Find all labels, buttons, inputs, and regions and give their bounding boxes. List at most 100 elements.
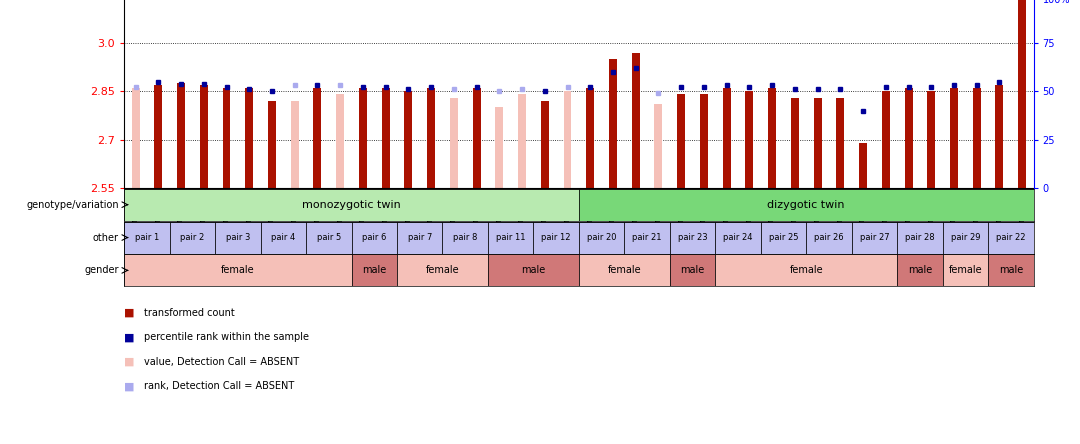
Text: pair 20: pair 20 [586,233,617,242]
Text: rank, Detection Call = ABSENT: rank, Detection Call = ABSENT [144,381,294,391]
Bar [670,222,715,254]
Bar [715,222,760,254]
Bar [564,91,571,188]
Bar [700,95,707,188]
Text: ■: ■ [124,333,135,342]
Bar [836,98,845,188]
Text: female: female [789,266,823,275]
Bar [336,95,345,188]
Text: pair 29: pair 29 [950,233,981,242]
Bar [541,101,549,188]
Bar [306,222,352,254]
Bar [579,222,624,254]
Bar [397,222,443,254]
Text: transformed count: transformed count [144,308,234,318]
Bar [881,91,890,188]
Bar [806,222,852,254]
Bar [624,222,670,254]
Bar [488,222,534,254]
Bar [988,254,1034,286]
Text: pair 1: pair 1 [135,233,159,242]
Text: 100%: 100% [1042,0,1070,5]
Text: pair 5: pair 5 [316,233,341,242]
Bar [745,91,754,188]
Bar [359,88,367,188]
Bar [177,83,185,188]
Text: genotype/variation: genotype/variation [26,200,119,210]
Text: pair 22: pair 22 [996,233,1026,242]
Bar [586,88,594,188]
Bar [170,222,215,254]
Text: pair 6: pair 6 [362,233,387,242]
Bar [496,107,503,188]
Text: monozygotic twin: monozygotic twin [302,200,401,210]
Text: percentile rank within the sample: percentile rank within the sample [144,333,309,342]
Text: ■: ■ [124,381,135,391]
Bar [943,222,988,254]
Text: pair 3: pair 3 [226,233,251,242]
Bar [609,59,617,188]
Text: pair 21: pair 21 [632,233,662,242]
Bar [859,143,867,188]
Bar [723,88,731,188]
Bar [654,104,662,188]
Bar [473,88,481,188]
Text: pair 26: pair 26 [814,233,843,242]
Bar [791,98,799,188]
Bar [632,52,639,188]
Text: pair 4: pair 4 [271,233,296,242]
Bar [928,91,935,188]
Bar [973,88,981,188]
Bar [988,222,1034,254]
Text: other: other [93,233,119,242]
Bar [351,222,397,254]
Bar [518,95,526,188]
Bar [897,254,943,286]
Bar [677,95,685,188]
Text: pair 23: pair 23 [678,233,707,242]
Bar [427,88,435,188]
Text: female: female [608,266,642,275]
Bar [222,88,230,188]
Bar [154,85,162,188]
Bar [268,101,276,188]
Text: pair 8: pair 8 [453,233,477,242]
Bar [313,88,322,188]
Text: pair 11: pair 11 [496,233,526,242]
Text: ■: ■ [124,357,135,367]
Bar [124,222,170,254]
Bar [397,254,488,286]
Bar [351,254,397,286]
Text: male: male [680,266,704,275]
Bar [996,85,1003,188]
Bar [245,88,253,188]
Bar [260,222,306,254]
Bar [579,189,1034,221]
Bar [124,189,579,221]
Bar [579,254,670,286]
Text: male: male [908,266,932,275]
Bar [200,85,207,188]
Bar [124,254,351,286]
Text: ■: ■ [124,308,135,318]
Text: pair 12: pair 12 [541,233,571,242]
Bar [897,222,943,254]
Text: male: male [999,266,1023,275]
Text: female: female [426,266,459,275]
Text: female: female [948,266,982,275]
Bar [291,101,299,188]
Bar [943,254,988,286]
Text: male: male [362,266,387,275]
Bar [1018,0,1026,188]
Bar [488,254,579,286]
Bar [534,222,579,254]
Bar [443,222,488,254]
Bar [813,98,822,188]
Text: male: male [522,266,545,275]
Text: pair 27: pair 27 [860,233,889,242]
Bar [852,222,897,254]
Text: pair 25: pair 25 [769,233,798,242]
Bar [215,222,260,254]
Text: pair 24: pair 24 [724,233,753,242]
Text: pair 2: pair 2 [180,233,204,242]
